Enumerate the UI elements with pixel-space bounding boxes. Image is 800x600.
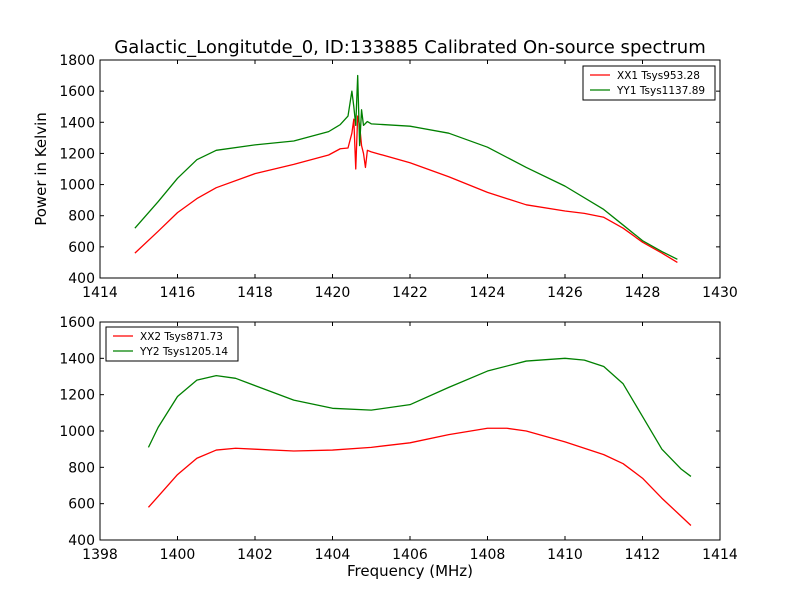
y-tick-label: 1800	[59, 53, 95, 69]
y-tick-label: 400	[68, 533, 95, 549]
y-tick-label: 1400	[59, 351, 95, 367]
figure-title: Galactic_Longitutde_0, ID:133885 Calibra…	[114, 37, 706, 58]
y-tick-label: 1200	[59, 388, 95, 404]
x-tick-label: 1402	[237, 547, 273, 563]
y-tick-label: 600	[68, 497, 95, 513]
y-tick-label: 800	[68, 460, 95, 476]
x-tick-label: 1414	[702, 547, 738, 563]
x-tick-label: 1400	[160, 547, 196, 563]
x-tick-label: 1404	[315, 547, 351, 563]
x-tick-label: 1426	[547, 285, 583, 301]
y-tick-label: 400	[68, 271, 95, 287]
y-tick-label: 1400	[59, 115, 95, 131]
y-tick-label: 1600	[59, 84, 95, 100]
x-tick-label: 1416	[160, 285, 196, 301]
series-line-2-2	[147, 357, 692, 477]
x-tick-label: 1398	[82, 547, 118, 563]
x-tick-label: 1412	[625, 547, 661, 563]
series-line-1-1	[134, 115, 678, 263]
y-tick-label: 1000	[59, 178, 95, 194]
x-tick-label: 1422	[392, 285, 428, 301]
legend-box	[582, 65, 716, 101]
y-tick-label: 1600	[59, 315, 95, 331]
bottom-panel: 1398 1400 1402 1404 1406 1408 1410 1412 1414 400 6…	[59, 315, 738, 580]
legend-label: YY2 Tsys1205.14	[139, 346, 228, 358]
y-tick-label: 1200	[59, 146, 95, 162]
x-tick-label: 1418	[237, 285, 273, 301]
legend-label: YY1 Tsys1137.89	[616, 85, 705, 97]
x-tick-label: 1424	[470, 285, 506, 301]
x-tick-label: 1408	[470, 547, 506, 563]
legend: XX1 Tsys953.28 YY1 Tsys1137.89	[582, 65, 716, 101]
legend: XX2 Tsys871.73 YY2 Tsys1205.14	[105, 326, 239, 362]
legend-label: XX2 Tsys871.73	[140, 331, 223, 343]
x-axis-title: Frequency (MHz)	[347, 562, 473, 580]
y-tick-label: 1000	[59, 424, 95, 440]
x-tick-label: 1406	[392, 547, 428, 563]
series-line-1-2	[134, 74, 678, 260]
legend-label: XX1 Tsys953.28	[617, 70, 700, 82]
top-panel: 1414 1416 1418 1420 1422 1424 1426 1428 1430 400 6…	[32, 53, 738, 301]
y-axis-title: Power in Kelvin	[32, 112, 50, 226]
x-tick-label: 1430	[702, 285, 738, 301]
y-tick-label: 800	[68, 209, 95, 225]
x-tick-label: 1428	[625, 285, 661, 301]
x-tick-label: 1420	[315, 285, 351, 301]
x-tick-label: 1410	[547, 547, 583, 563]
y-tick-label: 600	[68, 240, 95, 256]
legend-box	[105, 326, 239, 362]
x-tick-label: 1414	[82, 285, 118, 301]
series-line-2-1	[147, 427, 692, 526]
